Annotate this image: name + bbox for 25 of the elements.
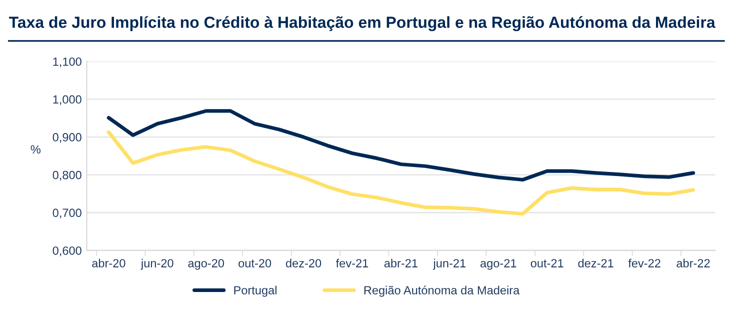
y-tick-label: 0,800 xyxy=(52,170,82,181)
chart-title: Taxa de Juro Implícita no Crédito à Habitação em Portugal e na Região Autónoma da Madeira xyxy=(9,16,716,32)
x-tick-label: out-21 xyxy=(530,259,564,268)
x-tick-label: out-20 xyxy=(238,259,272,268)
x-tick-label: fev-21 xyxy=(336,258,368,268)
x-tick-label: dez-20 xyxy=(286,258,322,268)
y-axis-title: % xyxy=(30,145,40,154)
y-tick-label: 0,600 xyxy=(52,246,82,256)
x-tick-label: abr-21 xyxy=(384,258,418,268)
line-series xyxy=(106,109,696,182)
y-tick-label: 0,700 xyxy=(52,208,82,218)
x-tick-label: jun-21 xyxy=(432,258,466,270)
legend-label: Portugal xyxy=(234,286,276,297)
x-tick-label: fev-22 xyxy=(628,258,660,268)
x-tick-label: ago-21 xyxy=(480,259,516,270)
y-tick-label: 0,900 xyxy=(52,133,82,143)
y-tick-label: 1,100 xyxy=(53,57,82,68)
x-tick-label: dez-21 xyxy=(578,258,614,268)
line-series xyxy=(106,130,696,216)
y-tick-label: 1,000 xyxy=(53,95,82,106)
x-tick-label: abr-20 xyxy=(92,258,126,268)
x-tick-label: jun-20 xyxy=(140,258,174,270)
legend-label: Região Autónoma da Madeira xyxy=(364,286,520,297)
x-tick-label: ago-20 xyxy=(188,259,224,270)
x-tick-label: abr-22 xyxy=(676,258,710,268)
